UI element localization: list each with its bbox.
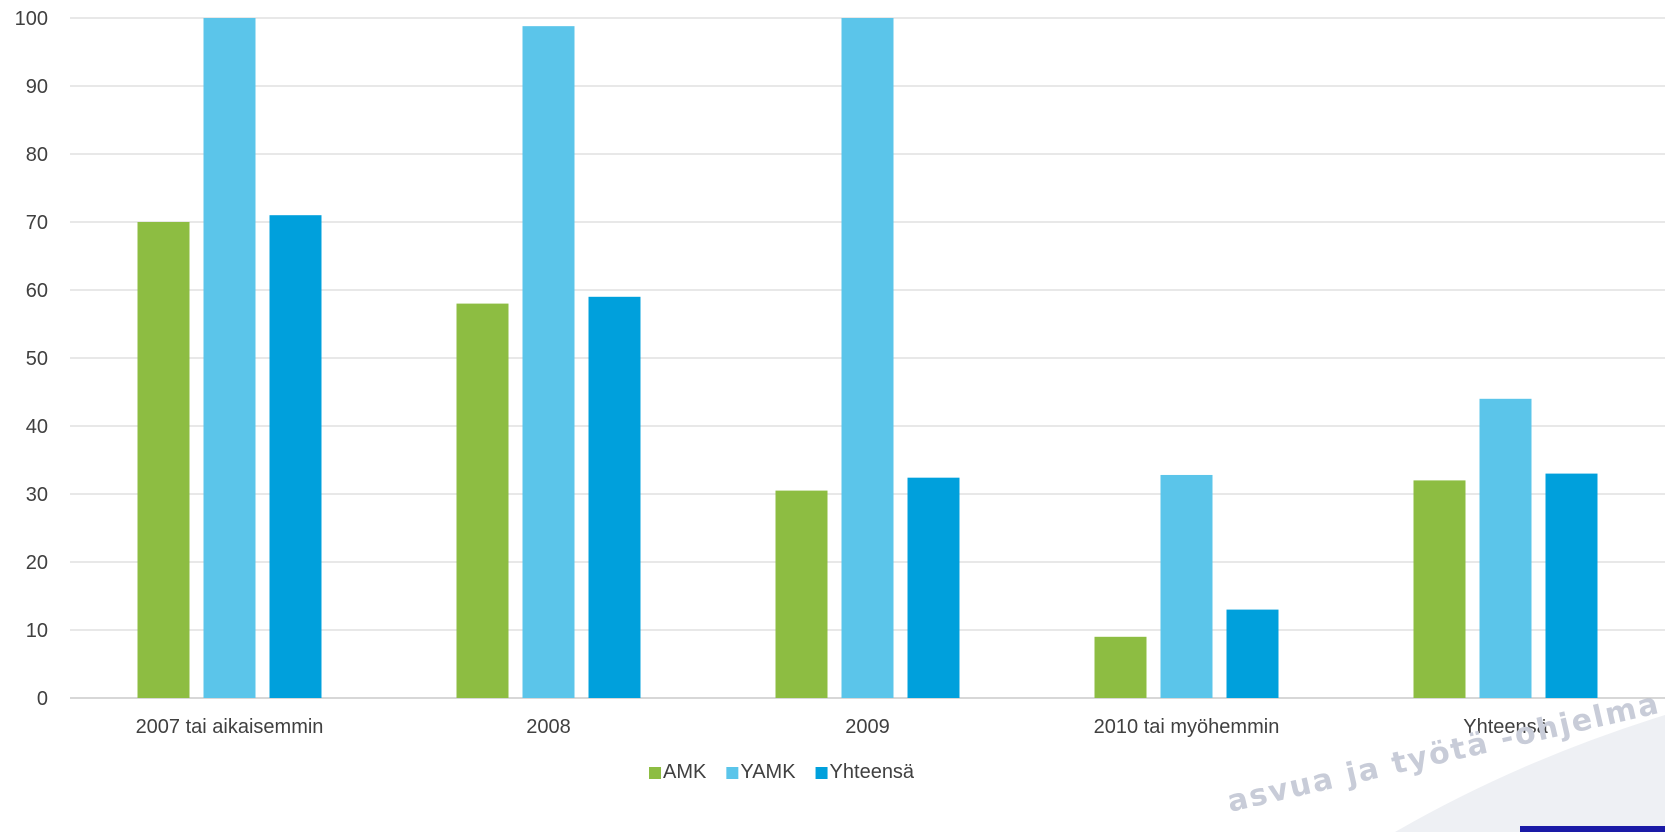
y-tick-label: 70: [26, 212, 48, 234]
bar-yhteensä: [907, 477, 960, 698]
legend: AMK YAMK Yhteensä: [649, 761, 915, 783]
legend-swatch: [649, 767, 661, 779]
bar-amk: [1413, 480, 1466, 698]
y-tick-label: 40: [26, 416, 48, 438]
corner-decoration: asvua ja työtä -ohjelma: [1224, 686, 1665, 832]
legend-label: YAMK: [740, 761, 796, 783]
legend-swatch: [726, 767, 739, 779]
bar-amk: [775, 490, 828, 698]
y-tick-label: 50: [26, 348, 48, 370]
bar-yamk: [522, 26, 575, 699]
y-tick-label: 0: [37, 688, 48, 710]
bar-amk: [137, 222, 190, 698]
corner-swoosh: [1395, 715, 1665, 832]
y-tick-label: 60: [26, 280, 48, 302]
legend-label: Yhteensä: [830, 761, 915, 783]
bar-yamk: [203, 18, 256, 698]
x-category-label: 2010 tai myöhemmin: [1094, 716, 1280, 738]
x-category-label: 2009: [845, 716, 890, 738]
bars: [137, 18, 1598, 699]
bar-yamk: [841, 18, 894, 698]
x-category-label: 2008: [526, 716, 571, 738]
x-category-label: 2007 tai aikaisemmin: [136, 716, 324, 738]
bar-amk: [456, 303, 509, 698]
corner-accent-bar: [1520, 826, 1665, 832]
y-tick-label: 30: [26, 484, 48, 506]
x-axis: 2007 tai aikaisemmin 2008 2009 2010 tai myö…: [136, 716, 1549, 738]
bar-yhteensä: [1226, 609, 1279, 698]
y-tick-label: 10: [26, 620, 48, 642]
y-tick-label: 80: [26, 144, 48, 166]
bar-yhteensä: [1545, 473, 1598, 698]
y-tick-label: 100: [15, 8, 48, 30]
y-tick-label: 20: [26, 552, 48, 574]
y-tick-label: 90: [26, 76, 48, 98]
legend-swatch: [815, 767, 828, 779]
legend-label: AMK: [663, 761, 707, 783]
y-axis: 0 10 20 30 40 50 60 70 80 90 100: [15, 8, 48, 710]
bar-yhteensä: [588, 296, 641, 698]
bar-amk: [1094, 636, 1147, 698]
x-category-label: Yhteensä: [1463, 716, 1548, 738]
bar-yamk: [1160, 474, 1213, 698]
bar-yamk: [1479, 398, 1532, 698]
bar-yhteensä: [269, 215, 322, 698]
